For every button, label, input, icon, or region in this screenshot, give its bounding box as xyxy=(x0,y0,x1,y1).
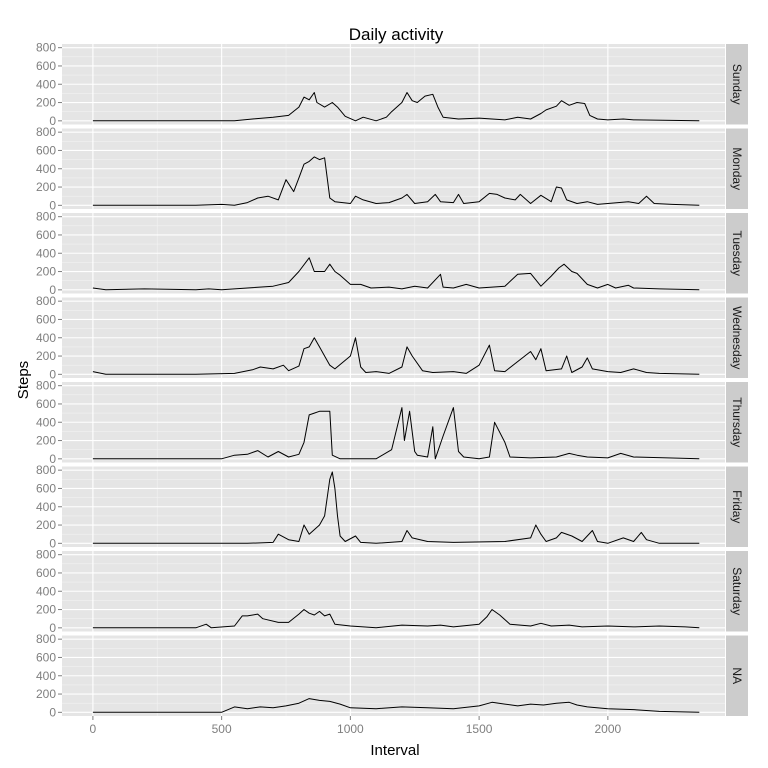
x-tick-label: 500 xyxy=(212,722,232,736)
y-tick-label: 200 xyxy=(36,687,56,701)
y-tick-label: 0 xyxy=(49,198,56,212)
facet-strip-label: Sunday xyxy=(730,64,744,105)
y-tick-label: 200 xyxy=(36,96,56,110)
y-tick-label: 800 xyxy=(36,463,56,477)
series-line-wednesday xyxy=(92,337,700,375)
facet-strip-label: Monday xyxy=(730,147,744,190)
facet-panel-tuesday: 0 200 400 600 800 Tuesday xyxy=(36,210,748,297)
facet-strip xyxy=(726,635,748,716)
y-tick-label: 0 xyxy=(49,114,56,128)
y-tick-label: 600 xyxy=(36,59,56,73)
series-line-tuesday xyxy=(92,257,700,291)
x-tick-label: 1000 xyxy=(337,722,364,736)
chart-title: Daily activity xyxy=(349,25,444,44)
y-axis-title: Steps xyxy=(15,361,32,399)
y-tick-label: 800 xyxy=(36,548,56,562)
y-tick-label: 0 xyxy=(49,452,56,466)
facet-panel-sunday: 0 200 400 600 800 Sunday xyxy=(36,41,748,128)
facet-panel-friday: 0 200 400 600 800 Friday xyxy=(36,463,748,550)
facet-panel-wednesday: 0 200 400 600 800 Wednesday xyxy=(36,294,748,381)
y-tick-label: 800 xyxy=(36,632,56,646)
series-line-sunday xyxy=(92,92,700,122)
y-tick-label: 400 xyxy=(36,162,56,176)
x-tick-label: 2000 xyxy=(594,722,621,736)
series-line-saturday xyxy=(92,609,700,629)
y-tick-label: 400 xyxy=(36,584,56,598)
y-tick-label: 200 xyxy=(36,603,56,617)
facet-strip xyxy=(726,44,748,125)
series-line-na xyxy=(92,698,700,713)
y-tick-label: 400 xyxy=(36,246,56,260)
facet-strip xyxy=(726,297,748,378)
x-tick-label: 0 xyxy=(90,722,97,736)
series-line-thursday xyxy=(92,407,700,460)
y-tick-label: 800 xyxy=(36,294,56,308)
y-tick-label: 400 xyxy=(36,500,56,514)
y-tick-label: 800 xyxy=(36,379,56,393)
facet-strip-label: NA xyxy=(730,667,744,684)
series-line-friday xyxy=(92,471,700,544)
x-axis-title: Interval xyxy=(370,742,419,759)
facet-panel-na: 0 200 400 600 800 NA xyxy=(36,632,748,719)
y-tick-label: 400 xyxy=(36,415,56,429)
x-tick-label: 1500 xyxy=(466,722,493,736)
y-tick-label: 0 xyxy=(49,705,56,719)
y-tick-label: 600 xyxy=(36,143,56,157)
y-tick-label: 400 xyxy=(36,331,56,345)
y-tick-label: 200 xyxy=(36,434,56,448)
y-tick-label: 400 xyxy=(36,77,56,91)
y-tick-label: 0 xyxy=(49,621,56,635)
y-tick-label: 600 xyxy=(36,312,56,326)
facet-panel-monday: 0 200 400 600 800 Monday xyxy=(36,125,748,212)
y-tick-label: 0 xyxy=(49,536,56,550)
y-tick-label: 600 xyxy=(36,650,56,664)
x-axis: 0 500 1000 1500 2000 xyxy=(90,716,622,736)
y-tick-label: 200 xyxy=(36,518,56,532)
facet-strip-label: Wednesday xyxy=(730,306,744,369)
facet-panels: 0 200 400 600 800 Sunday 0 200 400 600 800 Monday 0 2… xyxy=(36,41,748,719)
facet-strip-label: Tuesday xyxy=(730,230,744,276)
y-tick-label: 0 xyxy=(49,367,56,381)
series-line-monday xyxy=(92,156,700,206)
facet-strip xyxy=(726,551,748,632)
y-tick-label: 800 xyxy=(36,125,56,139)
y-tick-label: 600 xyxy=(36,566,56,580)
y-tick-label: 200 xyxy=(36,349,56,363)
facet-strip xyxy=(726,382,748,463)
y-tick-label: 0 xyxy=(49,283,56,297)
facet-strip-label: Thursday xyxy=(730,397,744,447)
y-tick-label: 200 xyxy=(36,180,56,194)
y-tick-label: 200 xyxy=(36,265,56,279)
facet-strip xyxy=(726,128,748,209)
y-tick-label: 600 xyxy=(36,397,56,411)
y-tick-label: 600 xyxy=(36,228,56,242)
facet-panel-thursday: 0 200 400 600 800 Thursday xyxy=(36,379,748,466)
facet-strip-label: Saturday xyxy=(730,567,744,615)
facet-strip xyxy=(726,213,748,294)
facet-strip xyxy=(726,466,748,547)
y-tick-label: 600 xyxy=(36,481,56,495)
facet-panel-saturday: 0 200 400 600 800 Saturday xyxy=(36,548,748,635)
y-tick-label: 800 xyxy=(36,210,56,224)
y-tick-label: 800 xyxy=(36,41,56,55)
facet-strip-label: Friday xyxy=(730,490,744,523)
y-tick-label: 400 xyxy=(36,669,56,683)
